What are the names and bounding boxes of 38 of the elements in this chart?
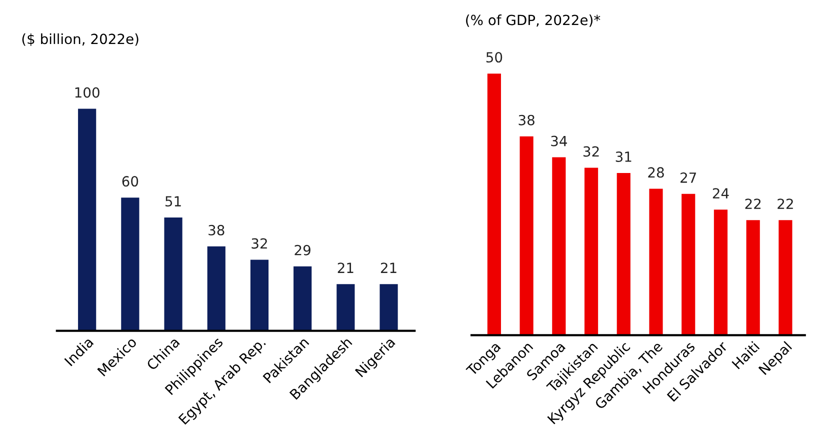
bar — [616, 173, 630, 336]
data-label: 51 — [166, 196, 181, 207]
data-label: 28 — [648, 167, 664, 178]
data-label: 50 — [486, 52, 502, 63]
data-label: 31 — [616, 151, 632, 162]
bar — [778, 220, 792, 336]
data-label: 21 — [380, 262, 396, 273]
bar — [552, 157, 566, 336]
data-label: 34 — [551, 136, 567, 146]
data-label: 60 — [122, 176, 138, 187]
data-label: 27 — [680, 172, 696, 183]
chart-title: (% of GDP, 2022e)* — [466, 14, 600, 27]
data-label: 38 — [208, 224, 224, 236]
data-label: 24 — [712, 188, 729, 198]
data-label: 38 — [518, 114, 534, 126]
data-label: 32 — [584, 146, 599, 157]
chart-title: ($ billion, 2022e) — [22, 33, 138, 46]
bar — [164, 218, 182, 331]
bar — [649, 188, 663, 336]
bar — [746, 220, 760, 336]
bar — [380, 284, 398, 331]
bar — [336, 284, 355, 331]
bar — [78, 108, 96, 331]
bar — [584, 168, 598, 336]
data-label: 100 — [75, 87, 100, 98]
data-label: 29 — [294, 244, 310, 256]
data-label: 22 — [778, 198, 793, 209]
data-label: 21 — [338, 262, 354, 273]
data-label: 22 — [745, 198, 761, 209]
bar — [682, 194, 696, 336]
bar — [714, 210, 728, 336]
bar — [121, 198, 140, 331]
bar — [250, 260, 269, 331]
bar — [294, 266, 312, 331]
bar — [207, 246, 226, 331]
data-label: 32 — [252, 238, 267, 249]
bar — [487, 74, 501, 336]
bar — [520, 136, 534, 336]
